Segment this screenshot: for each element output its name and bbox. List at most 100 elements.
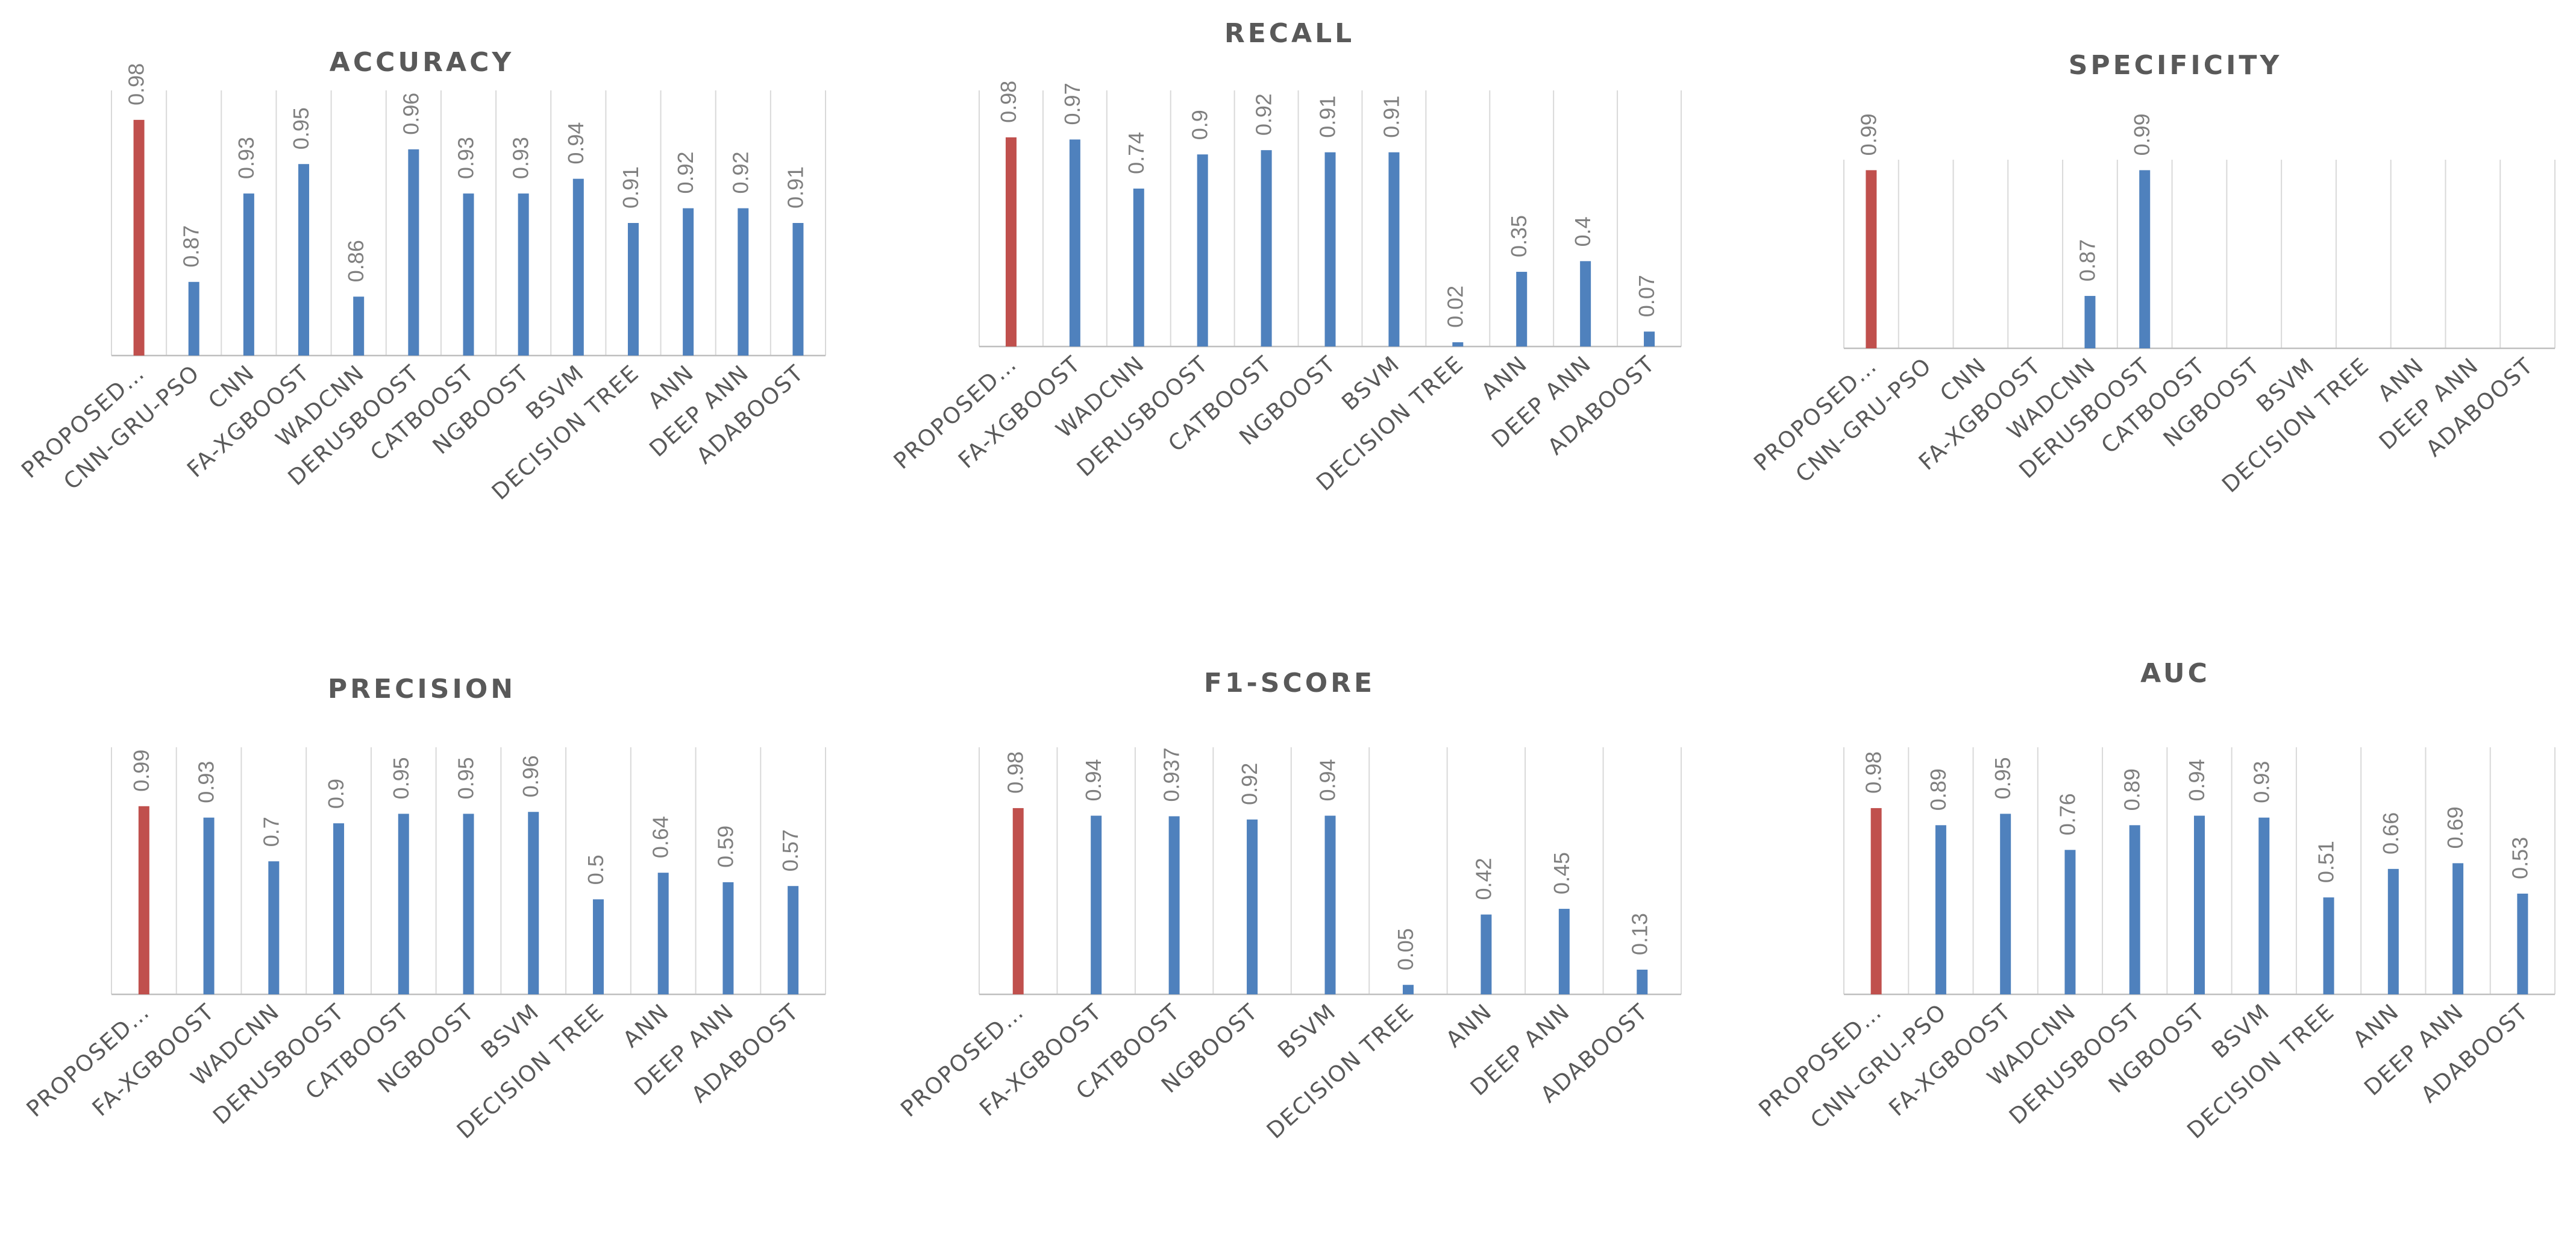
chart-title: RECALL xyxy=(1224,18,1355,49)
bar xyxy=(268,861,280,994)
data-label: 0.45 xyxy=(1549,852,1574,894)
data-label: 0.59 xyxy=(713,826,738,868)
data-label: 0.42 xyxy=(1471,858,1496,900)
chart-2: SPECIFICITY0.99PROPOSED…CNN-GRU-PSOCNNFA… xyxy=(1749,50,2556,498)
data-label: 0.92 xyxy=(1252,93,1276,136)
chart-title: F1-SCORE xyxy=(1204,668,1375,698)
bar xyxy=(463,193,474,356)
data-label: 0.99 xyxy=(1856,113,1881,155)
bar xyxy=(1261,150,1272,347)
data-label: 0.87 xyxy=(2075,239,2099,281)
data-label: 0.35 xyxy=(1506,215,1531,257)
bar xyxy=(138,806,149,994)
chart-title: SPECIFICITY xyxy=(2069,50,2283,81)
data-label: 0.95 xyxy=(289,107,313,149)
bar xyxy=(1870,808,1882,994)
bar xyxy=(203,817,215,994)
bar xyxy=(2258,817,2270,994)
data-label: 0.9 xyxy=(1188,110,1212,140)
bar xyxy=(133,119,145,356)
bar xyxy=(1481,914,1492,994)
bar xyxy=(518,193,529,356)
bar xyxy=(683,208,694,356)
data-label: 0.64 xyxy=(648,816,673,858)
bar xyxy=(243,193,254,356)
bar xyxy=(1133,188,1144,347)
bar xyxy=(1402,985,1414,994)
chart-1: RECALL0.98PROPOSED…0.97FA-XGBOOST0.74WAD… xyxy=(889,18,1682,496)
bar xyxy=(2139,170,2151,348)
data-label: 0.5 xyxy=(583,855,608,885)
chart-3: PRECISION0.99PROPOSED…0.93FA-XGBOOST0.7W… xyxy=(22,674,826,1144)
bar xyxy=(592,899,604,994)
bar xyxy=(1637,970,1648,994)
bar xyxy=(1388,152,1400,347)
data-label: 0.94 xyxy=(1315,759,1340,801)
data-label: 0.91 xyxy=(618,166,643,209)
category-label: ANN xyxy=(1441,999,1497,1053)
data-label: 0.93 xyxy=(509,137,533,179)
bar xyxy=(1558,909,1570,994)
data-label: 0.95 xyxy=(389,757,413,799)
chart-title: AUC xyxy=(2140,658,2210,689)
data-label: 0.98 xyxy=(1003,751,1028,794)
bar xyxy=(1935,825,1946,994)
bar xyxy=(1005,137,1017,347)
data-label: 0.87 xyxy=(179,225,204,268)
data-label: 0.94 xyxy=(2184,759,2209,801)
data-label: 0.51 xyxy=(2314,841,2339,883)
data-label: 0.4 xyxy=(1570,216,1595,246)
bar xyxy=(2064,850,2076,994)
data-label: 0.98 xyxy=(996,81,1021,123)
data-label: 0.76 xyxy=(2055,793,2079,835)
data-label: 0.53 xyxy=(2507,837,2532,879)
data-label: 0.91 xyxy=(783,166,807,209)
bar xyxy=(1247,819,1258,994)
data-label: 0.07 xyxy=(1634,275,1659,317)
bar xyxy=(2000,814,2011,994)
data-label: 0.02 xyxy=(1443,286,1467,328)
data-label: 0.95 xyxy=(1990,757,2015,799)
data-label: 0.86 xyxy=(343,240,368,282)
bar xyxy=(2517,893,2528,994)
bar xyxy=(1452,342,1464,347)
bar xyxy=(1012,808,1024,994)
data-label: 0.74 xyxy=(1124,132,1149,174)
data-label: 0.93 xyxy=(234,137,259,179)
bar xyxy=(2387,868,2399,994)
data-label: 0.89 xyxy=(1926,768,1951,811)
bar xyxy=(2323,897,2334,994)
bar xyxy=(298,164,310,356)
chart-title: ACCURACY xyxy=(330,47,514,78)
category-label: ANN xyxy=(2348,999,2404,1053)
bar xyxy=(1197,154,1208,347)
bar xyxy=(1516,272,1528,347)
bar xyxy=(1580,261,1591,347)
data-label: 0.92 xyxy=(673,151,698,193)
data-label: 0.99 xyxy=(2129,113,2154,155)
bar xyxy=(1866,170,1877,348)
bar xyxy=(333,823,345,994)
data-label: 0.92 xyxy=(728,151,753,193)
data-label: 0.92 xyxy=(1237,763,1262,805)
bar xyxy=(1324,152,1336,347)
bar xyxy=(792,223,804,356)
category-label: BSVM xyxy=(1273,999,1341,1064)
bar xyxy=(722,882,734,994)
data-label: 0.94 xyxy=(1081,759,1106,801)
bar xyxy=(2129,825,2140,994)
bar xyxy=(2194,815,2205,994)
data-label: 0.91 xyxy=(1379,96,1403,138)
bar xyxy=(2452,863,2464,994)
data-label: 0.937 xyxy=(1159,747,1184,802)
bar xyxy=(2084,296,2096,348)
data-label: 0.94 xyxy=(563,122,588,165)
bar xyxy=(1091,815,1102,994)
bar xyxy=(1324,815,1336,994)
bar xyxy=(572,178,584,356)
data-label: 0.05 xyxy=(1393,928,1418,970)
category-label: ANN xyxy=(1476,351,1532,405)
bar xyxy=(398,814,409,994)
data-label: 0.9 xyxy=(324,779,348,809)
